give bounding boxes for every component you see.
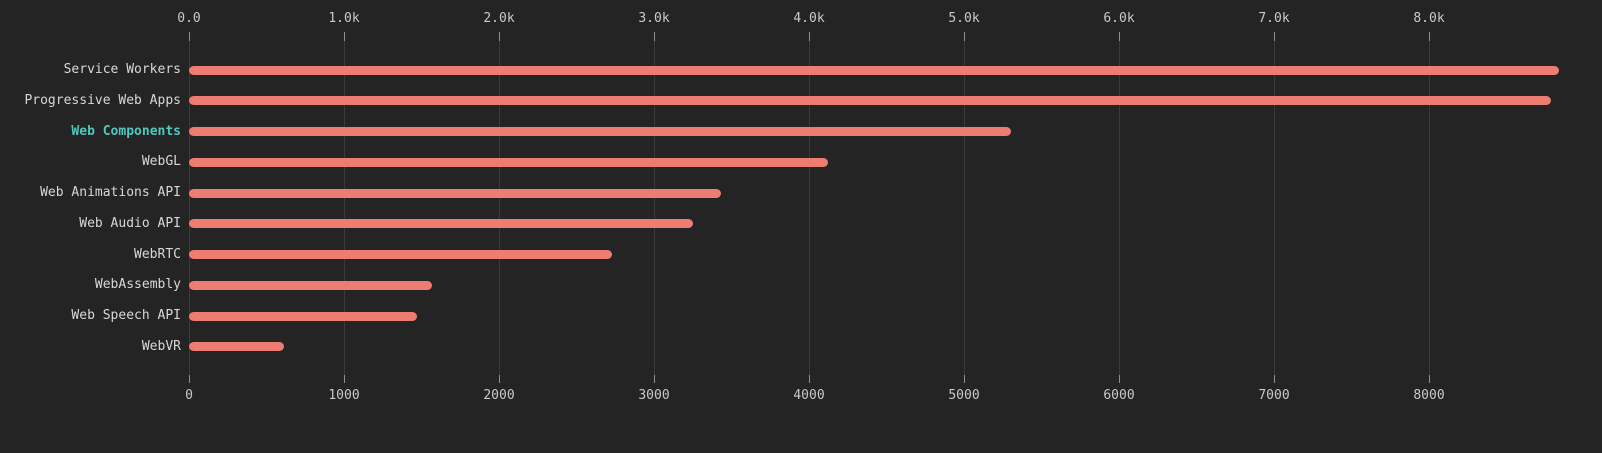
bar-webvr[interactable] bbox=[189, 342, 284, 352]
x-axis-tick bbox=[1119, 32, 1120, 41]
x-axis-top-label: 1.0k bbox=[328, 11, 360, 26]
x-axis-top-label: 3.0k bbox=[638, 11, 670, 26]
x-axis-tick bbox=[964, 32, 965, 41]
gridline bbox=[1274, 41, 1275, 375]
x-axis-tick bbox=[1274, 32, 1275, 41]
x-axis-tick bbox=[1429, 375, 1430, 383]
gridline bbox=[499, 41, 500, 375]
category-label-web-animations-api[interactable]: Web Animations API bbox=[40, 185, 181, 200]
x-axis-tick bbox=[499, 32, 500, 41]
bar-web-speech-api[interactable] bbox=[189, 311, 417, 321]
x-axis-bottom-label: 5000 bbox=[948, 388, 980, 403]
category-label-progressive-web-apps[interactable]: Progressive Web Apps bbox=[24, 92, 181, 108]
x-axis-tick bbox=[1429, 32, 1430, 41]
x-axis-tick bbox=[1274, 375, 1275, 383]
category-label-web-components[interactable]: Web Components bbox=[71, 123, 181, 139]
gridline bbox=[1429, 41, 1430, 375]
bar-web-animations-api[interactable] bbox=[189, 188, 721, 198]
x-axis-top-label: 8.0k bbox=[1413, 11, 1445, 26]
category-label-webvr[interactable]: WebVR bbox=[141, 338, 181, 354]
x-axis-tick bbox=[964, 375, 965, 383]
x-axis-tick bbox=[344, 375, 345, 383]
x-axis-bottom-label: 7000 bbox=[1258, 388, 1290, 403]
gridline bbox=[654, 41, 655, 375]
bar-web-components[interactable] bbox=[189, 127, 1011, 136]
x-axis-top-label: 6.0k bbox=[1103, 11, 1135, 26]
x-axis-tick bbox=[189, 375, 190, 383]
bar-web-audio-api[interactable] bbox=[189, 219, 693, 229]
x-axis-tick bbox=[809, 375, 810, 383]
x-axis-tick bbox=[344, 32, 345, 41]
category-label-webassembly[interactable]: WebAssembly bbox=[94, 277, 181, 293]
bar-progressive-web-apps[interactable] bbox=[189, 96, 1552, 106]
gridline bbox=[809, 41, 810, 375]
x-axis-bottom-label: 0 bbox=[185, 388, 193, 403]
x-axis-tick bbox=[499, 375, 500, 383]
x-axis-tick bbox=[654, 32, 655, 41]
x-axis-bottom-label: 1000 bbox=[328, 388, 360, 403]
x-axis-bottom-label: 4000 bbox=[793, 388, 825, 403]
x-axis-tick bbox=[189, 32, 190, 41]
bar-webgl[interactable] bbox=[189, 157, 828, 167]
category-label-webrtc[interactable]: WebRTC bbox=[134, 246, 181, 262]
bar-service-workers[interactable] bbox=[189, 65, 1560, 75]
category-label-web-audio-api[interactable]: Web Audio API bbox=[79, 215, 181, 231]
category-label-webgl[interactable]: WebGL bbox=[141, 154, 181, 170]
category-label-web-speech-api[interactable]: Web Speech API bbox=[71, 308, 181, 323]
gridline bbox=[1119, 41, 1120, 375]
gridline bbox=[189, 41, 190, 375]
x-axis-bottom-label: 6000 bbox=[1103, 388, 1135, 403]
x-axis-top-label: 5.0k bbox=[948, 11, 980, 26]
bar-webassembly[interactable] bbox=[189, 280, 433, 290]
x-axis-bottom-label: 8000 bbox=[1413, 388, 1445, 403]
gridline bbox=[344, 41, 345, 375]
bar-webrtc[interactable] bbox=[189, 250, 613, 259]
x-axis-top-label: 2.0k bbox=[483, 11, 515, 26]
x-axis-bottom-label: 2000 bbox=[483, 388, 515, 403]
x-axis-top-label: 4.0k bbox=[793, 11, 825, 26]
x-axis-tick bbox=[1119, 375, 1120, 383]
gridline bbox=[964, 41, 965, 375]
x-axis-tick bbox=[654, 375, 655, 383]
x-axis-bottom-label: 3000 bbox=[638, 388, 670, 403]
x-axis-tick bbox=[809, 32, 810, 41]
category-label-service-workers[interactable]: Service Workers bbox=[63, 62, 181, 77]
x-axis-top-label: 7.0k bbox=[1258, 11, 1290, 26]
x-axis-top-label: 0.0 bbox=[177, 11, 201, 26]
